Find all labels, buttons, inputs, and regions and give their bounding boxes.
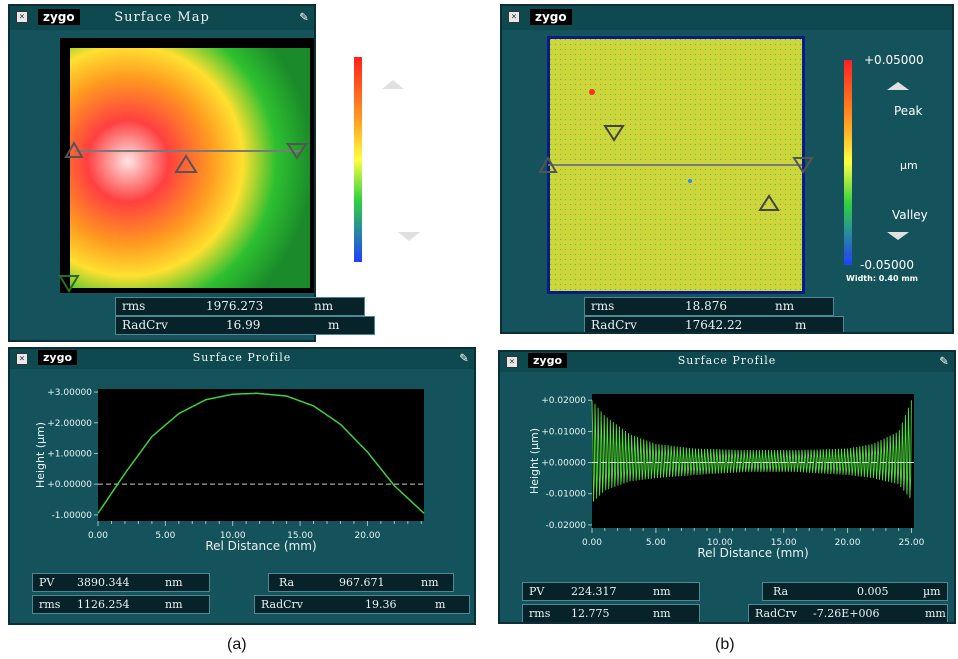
x-tick-label: 5.00: [155, 531, 175, 541]
title-bar: × zygo Surface Profile ✎: [10, 349, 474, 369]
readout-rms-b: rms 18.876 nm: [584, 297, 834, 316]
readout-rms-a: rms 1976.273 nm: [115, 297, 365, 316]
y-tick-label: +1.00000: [47, 449, 92, 459]
caption-b: (b): [715, 636, 735, 653]
caption-a: (a): [227, 636, 247, 653]
surface-map-b: [538, 36, 909, 294]
zygo-logo: zygo: [38, 9, 80, 25]
plot-area: [98, 389, 424, 521]
zygo-logo: zygo: [530, 9, 572, 25]
x-axis-label: Rel Distance (mm): [205, 539, 316, 553]
surface-map-a: [58, 38, 314, 293]
valley-label: Valley: [892, 208, 928, 222]
wrench-icon[interactable]: ✎: [459, 350, 468, 366]
x-tick-label: 20.00: [835, 538, 861, 548]
y-tick-label: +2.00000: [47, 419, 92, 429]
x-tick-label: 25.00: [899, 538, 925, 548]
profile-chart-a: +3.00000 +2.00000 +1.00000 +0.00000 -1.00000…: [34, 388, 425, 553]
x-tick-label: 10.00: [707, 538, 733, 548]
stat-ra-b: Ra 0.005 µm: [762, 582, 948, 601]
title-bar: × zygo Surface Map ✎: [10, 6, 314, 30]
x-tick-label: 5.00: [646, 538, 666, 548]
x-tick-label: 0.00: [88, 531, 108, 541]
surface-map-window-b: × zygo +0.05000 Peak µm Valley -0.05000 …: [500, 4, 954, 334]
surface-map-window-a: × zygo Surface Map ✎: [8, 4, 316, 342]
scale-top-label: +3.00182: [373, 50, 433, 64]
x-axis-label: Rel Distance (mm): [697, 546, 808, 560]
close-icon[interactable]: ×: [508, 11, 520, 23]
peak-label: Peak: [402, 104, 431, 118]
color-scale-bar-a: [354, 57, 362, 262]
y-axis-label: Height (µm): [528, 428, 541, 494]
stat-radcrv-a: RadCrv 19.36 m: [254, 595, 470, 614]
width-label: Width: 0.40 mm: [846, 274, 918, 283]
title-bar: × zygo: [502, 6, 952, 30]
width-label: Width: 0.40 mm: [374, 278, 446, 287]
y-tick-label: -1.00000: [52, 511, 93, 521]
close-icon[interactable]: ×: [16, 353, 28, 365]
profile-line: [97, 392, 425, 514]
y-tick-label: +3.00000: [47, 388, 92, 398]
close-icon[interactable]: ×: [506, 356, 518, 368]
peak-label: Peak: [894, 104, 923, 118]
close-icon[interactable]: ×: [16, 11, 28, 23]
stat-pv-b: PV 224.317 nm: [522, 582, 700, 601]
y-tick-label: +0.02000: [541, 396, 586, 406]
y-tick-label: +0.01000: [541, 427, 586, 437]
wrench-icon[interactable]: ✎: [939, 353, 948, 369]
profile-line: [591, 400, 912, 502]
stat-ra-a: Ra 967.671 nm: [268, 573, 454, 592]
window-title: Surface Map: [114, 10, 210, 25]
stat-rms-a: rms 1126.254 nm: [32, 595, 210, 614]
y-tick-label: +0.00000: [541, 459, 586, 469]
scale-bottom-label: -0.05000: [860, 258, 914, 272]
profile-chart-b: +0.02000 +0.01000 +0.00000 -0.01000 -0.02000…: [528, 394, 925, 560]
peak-triangle-icon: [382, 80, 404, 89]
x-tick-label: 20.00: [355, 531, 381, 541]
surface-profile-window-b: × zygo Surface Profile ✎ +0.02000 +0.0100…: [498, 350, 956, 624]
surface-profile-window-a: × zygo Surface Profile ✎ +3.00000 +2.0000…: [8, 347, 476, 625]
x-tick-label: 0.00: [582, 538, 602, 548]
stat-radcrv-b: RadCrv -7.26E+006 mm: [748, 604, 948, 622]
x-tick-label: 10.00: [220, 531, 246, 541]
x-tick-label: 15.00: [287, 531, 313, 541]
y-tick-label: -0.02000: [546, 521, 587, 531]
wrench-icon[interactable]: ✎: [299, 9, 308, 25]
scale-top-label: +0.05000: [864, 53, 924, 67]
unit-label: µm: [408, 158, 426, 171]
zygo-logo: zygo: [38, 350, 78, 365]
valley-label: Valley: [402, 210, 438, 224]
y-tick-label: -0.01000: [546, 490, 587, 500]
unit-label: µm: [900, 159, 918, 172]
valley-triangle-icon: [398, 232, 420, 241]
title-bar: × zygo Surface Profile ✎: [500, 352, 954, 372]
stat-rms-b: rms 12.775 nm: [522, 604, 700, 622]
y-tick-label: +0.00000: [47, 480, 92, 490]
zygo-logo: zygo: [528, 353, 568, 368]
y-axis-label: Height (µm): [34, 422, 47, 488]
readout-radcrv-a: RadCrv 16.99 m: [115, 316, 375, 335]
window-title: Surface Profile: [677, 354, 777, 367]
x-tick-label: 15.00: [771, 538, 797, 548]
stat-pv-a: PV 3890.344 nm: [32, 573, 210, 592]
readout-radcrv-b: RadCrv 17642.22 m: [584, 316, 844, 332]
scale-bottom-label: -7.04316: [370, 263, 424, 277]
window-title: Surface Profile: [192, 351, 292, 364]
